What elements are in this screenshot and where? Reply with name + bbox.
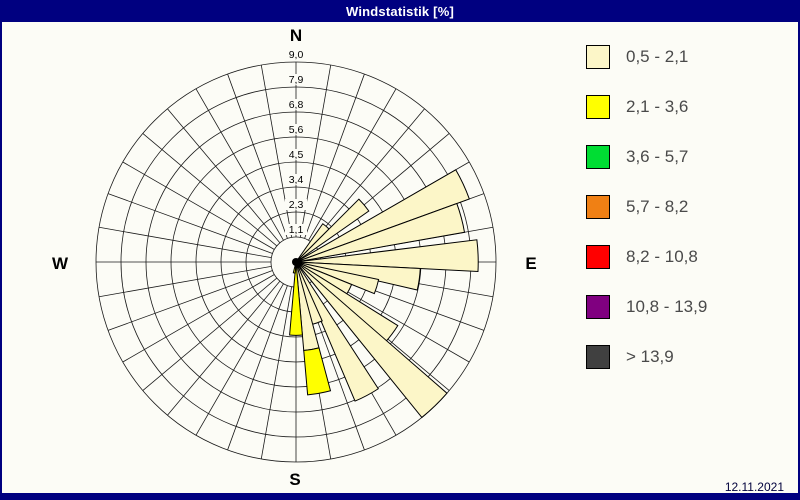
ring-label-bg bbox=[285, 224, 307, 235]
spoke-line bbox=[227, 73, 288, 239]
window-border-left bbox=[0, 0, 2, 500]
ring-label-bg bbox=[285, 124, 307, 135]
spoke-line bbox=[122, 161, 275, 250]
legend-swatch-class6 bbox=[586, 295, 610, 319]
compass-label-east: E bbox=[525, 254, 537, 273]
spoke-line bbox=[227, 285, 288, 451]
spoke-line bbox=[98, 226, 272, 259]
legend-label: 8,2 - 10,8 bbox=[626, 247, 698, 266]
legend-label: 0,5 - 2,1 bbox=[626, 47, 689, 66]
legend-swatch-class2 bbox=[586, 95, 610, 119]
wind-sector-segment bbox=[295, 239, 479, 273]
wind-sector-segment bbox=[295, 261, 379, 402]
legend-row: 8,2 - 10,8 bbox=[586, 244, 707, 270]
legend-row: 3,6 - 5,7 bbox=[586, 144, 707, 170]
wind-sector-segment bbox=[295, 261, 448, 419]
window-border-bottom bbox=[0, 493, 800, 500]
legend-row: 10,8 - 13,9 bbox=[586, 294, 707, 320]
ring-label-bg bbox=[285, 99, 307, 110]
center-dot bbox=[292, 258, 300, 266]
spoke-line bbox=[304, 73, 365, 239]
legend-row: > 13,9 bbox=[586, 344, 707, 370]
ring-label-bg bbox=[285, 49, 307, 60]
ring-label-bg bbox=[285, 149, 307, 160]
legend-row: 2,1 - 3,6 bbox=[586, 94, 707, 120]
wind-sector-segment bbox=[303, 347, 332, 396]
legend-label: 3,6 - 5,7 bbox=[626, 147, 689, 166]
wind-sector-segment bbox=[295, 198, 370, 263]
wind-sector-segment bbox=[295, 202, 466, 263]
legend-swatch-class5 bbox=[586, 245, 610, 269]
spoke-line bbox=[311, 108, 425, 244]
spoke-line bbox=[142, 277, 278, 391]
legend-swatch-class3 bbox=[586, 145, 610, 169]
ring-label: 1,1 bbox=[289, 224, 304, 236]
legend-swatch-class1 bbox=[586, 45, 610, 69]
ring-label: 6,8 bbox=[289, 99, 304, 111]
window-title: Windstatistik [%] bbox=[345, 3, 454, 19]
legend-label: 5,7 - 8,2 bbox=[626, 197, 689, 216]
spoke-line bbox=[107, 270, 273, 331]
spoke-line bbox=[98, 265, 272, 298]
window-title-bar: Windstatistik [%] bbox=[0, 0, 800, 22]
ring-label-bg bbox=[285, 74, 307, 85]
legend-label: > 13,9 bbox=[626, 347, 674, 366]
ring-label-bg bbox=[285, 174, 307, 185]
legend-swatch-class7 bbox=[586, 345, 610, 369]
legend-row: 5,7 - 8,2 bbox=[586, 194, 707, 220]
compass-label-south: S bbox=[289, 470, 301, 489]
ring-label: 3,4 bbox=[289, 174, 304, 186]
spoke-line bbox=[167, 280, 281, 416]
compass-label-north: N bbox=[289, 26, 303, 45]
legend-swatch-class4 bbox=[586, 195, 610, 219]
ring-label: 2,3 bbox=[289, 199, 304, 211]
spoke-line bbox=[195, 283, 284, 436]
ring-label: 7,9 bbox=[289, 74, 304, 86]
window-border-right bbox=[798, 0, 800, 500]
spoke-line bbox=[167, 108, 281, 244]
ring-label: 9,0 bbox=[289, 49, 304, 61]
speed-class-legend: 0,5 - 2,1 2,1 - 3,6 3,6 - 5,7 5,7 - 8,2 … bbox=[586, 44, 707, 394]
legend-label: 10,8 - 13,9 bbox=[626, 297, 708, 316]
spoke-line bbox=[107, 193, 273, 254]
spoke-line bbox=[308, 88, 397, 241]
wind-sector-segment bbox=[295, 169, 470, 263]
legend-label: 2,1 - 3,6 bbox=[626, 97, 689, 116]
ring-label: 4,5 bbox=[289, 149, 304, 161]
spoke-line bbox=[195, 88, 284, 241]
ring-label-bg bbox=[285, 199, 307, 210]
spoke-line bbox=[142, 133, 278, 247]
legend-row: 0,5 - 2,1 bbox=[586, 44, 707, 70]
spoke-line bbox=[122, 274, 275, 363]
ring-label: 5,6 bbox=[289, 124, 304, 136]
spoke-line bbox=[260, 286, 293, 460]
date-stamp: 12.11.2021 bbox=[724, 480, 784, 494]
compass-label-west: W bbox=[51, 254, 69, 273]
